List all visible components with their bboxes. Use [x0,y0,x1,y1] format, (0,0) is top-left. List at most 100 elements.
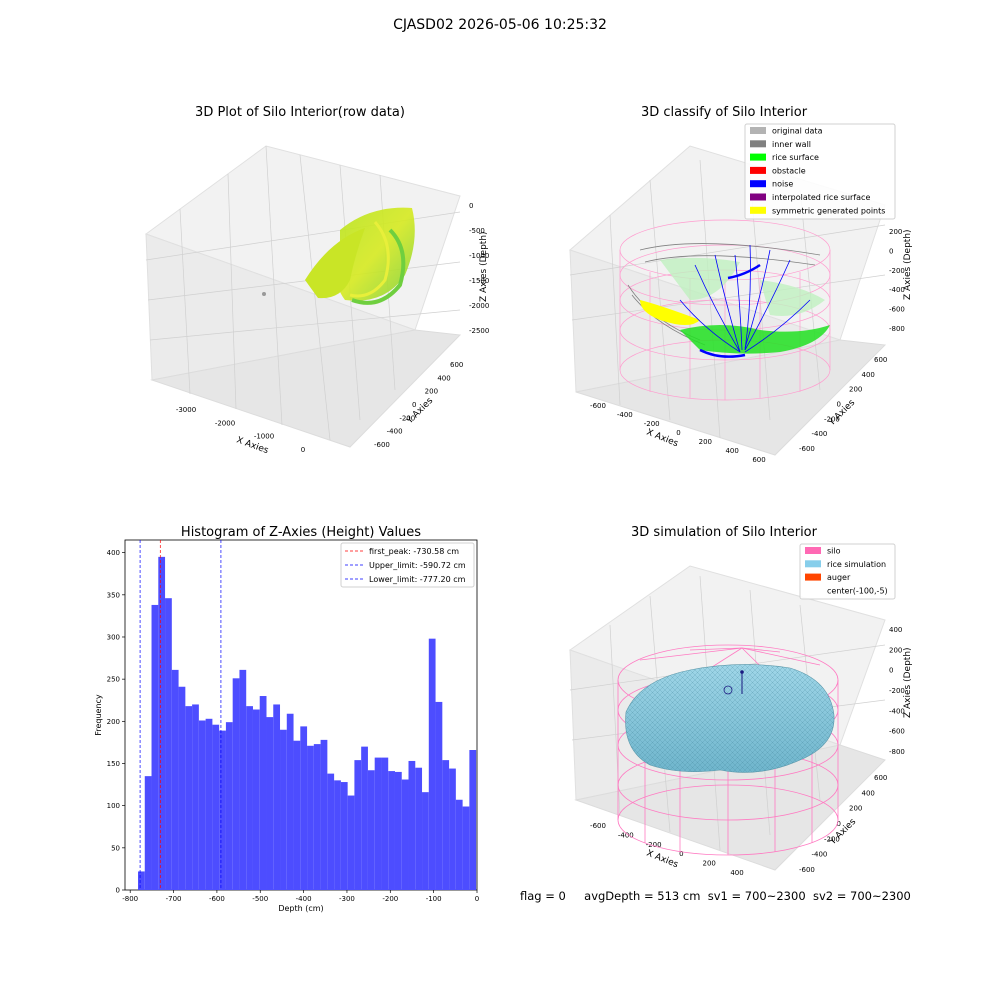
histogram-bar [435,701,443,890]
x-tick-label: -200 [646,841,662,849]
histogram-bar [307,745,314,890]
histogram-bar [381,757,389,890]
y-tick-label: 200 [849,386,862,394]
legend-swatch [750,153,766,161]
histogram-bar [165,598,172,890]
x-tick-labels: -600 -400 -200 0 200 400 [590,822,744,877]
panel-raw-data: 3D Plot of Silo Interior(row data) 0 -500… [144,105,489,456]
legend-label: symmetric generated points [772,206,885,215]
histogram-bar [185,706,193,890]
x-tick-label: 0 [676,429,680,437]
histogram-bar [273,704,281,890]
legend: original data inner wall rice surface obsta… [744,123,896,220]
z-tick-label: 0 [469,202,473,210]
legend-label: Lower_limit: -777.20 cm [369,575,466,584]
histogram-bar [138,871,145,890]
z-tick-label: 200 [889,228,902,236]
z-axis-label: Z Axies (Depth) [903,647,913,718]
histogram-bar [219,730,226,890]
y-tick-label: -200 [824,835,840,843]
legend-swatch [750,166,766,174]
z-tick-label: 400 [889,626,902,634]
chart-title: 3D Plot of Silo Interior(row data) [195,105,405,120]
symmetric-points [640,300,700,325]
y-tick-label: 200 [107,718,120,726]
z-tick-label: -800 [889,325,905,333]
x-tick-label: -2000 [215,419,235,427]
histogram-bar [205,718,213,890]
x-tick-label: -1000 [254,433,274,441]
histogram-bars [138,556,477,890]
panel-simulation: 3D simulation of Silo Interior 4002000-2… [568,525,913,877]
floor-pane [150,329,462,448]
histogram-bar [334,780,341,890]
z-tick-labels: 0 -500 -1000 -1500 -2000 -2500 [469,202,489,335]
x-tick-label: 200 [703,860,716,868]
avg-depth-value: avgDepth = 513 cm [584,889,701,903]
histogram-bar [327,773,335,890]
z-tick-label: 0 [889,667,893,675]
legend-label: interpolated rice surface [772,193,870,202]
legend-label: noise [772,180,793,189]
histogram-bar [252,709,260,890]
x-tick-label: 600 [752,456,765,464]
legend-label: Upper_limit: -590.72 cm [369,561,466,570]
histogram-bar [408,760,416,890]
legend-swatch [750,193,766,201]
legend-label: obstacle [772,166,806,175]
z-tick-label: 0 [889,247,893,255]
legend-label: silo [827,547,841,556]
legend-label: rice surface [772,153,819,162]
x-axis-label: X Axies [645,849,680,871]
y-tick-label: 0 [412,401,416,409]
y-axis-label: Frequency [94,694,103,736]
y-tick-label: 50 [111,844,120,852]
z-tick-label: -600 [889,306,905,314]
z-tick-label: -2000 [469,302,489,310]
histogram-bar [374,757,382,890]
z-tick-labels: 200 0 -200 -400 -600 -800 [889,228,905,333]
histogram-bar [442,760,450,890]
histogram-bar [415,767,423,890]
histogram-bar [280,729,287,890]
histogram-bar [354,760,362,890]
y-tick-label: 150 [107,760,120,768]
y-tick-label: 400 [862,371,875,379]
histogram-bar [367,770,375,890]
point-cloud [262,207,415,305]
z-tick-label: -2500 [469,327,489,335]
histogram-bar [286,713,294,890]
figure-title: CJASD02 2026-05-06 10:25:32 [393,17,607,33]
y-tick-labels: 0 50 100 150 200 250 300 350 400 [107,549,125,895]
x-tick-label: -200 [644,420,660,428]
x-tick-label: -700 [166,895,182,903]
y-axis-label: Y Axies [404,396,435,427]
y-tick-label: 0 [837,820,841,828]
histogram-bar [266,717,274,890]
y-tick-label: -600 [799,866,815,874]
histogram-bar [192,704,199,890]
x-tick-label: -600 [209,895,225,903]
x-axis-label: Depth (cm) [278,904,323,913]
y-tick-label: -200 [824,415,840,423]
x-tick-labels: -800 -700 -600 -500 -400 -300 -200 -100 0 [122,890,479,903]
histogram-bar [469,750,477,890]
rice-simulation-surface [625,664,835,773]
y-tick-label: 200 [425,388,438,396]
histogram-bar [171,669,179,890]
histogram-bar [340,782,348,890]
sv1-value: sv1 = 700~2300 [707,889,806,903]
rice-surface-points [660,257,830,354]
z-tick-labels: 400 200 0 -200 -400 -600 -800 [889,626,905,756]
y-tick-label: 400 [437,374,450,382]
histogram-bar [293,740,301,890]
y-tick-label: 350 [107,591,120,599]
legend-label: original data [772,127,823,136]
z-tick-label: -600 [889,728,905,736]
status-line: flag = 0 avgDepth = 513 cm sv1 = 700~230… [520,889,911,903]
y-tick-label: -400 [387,428,403,436]
histogram-bar [151,604,159,890]
legend-swatch [750,127,766,134]
histogram-bar [455,799,463,890]
histogram-bar [361,746,368,890]
